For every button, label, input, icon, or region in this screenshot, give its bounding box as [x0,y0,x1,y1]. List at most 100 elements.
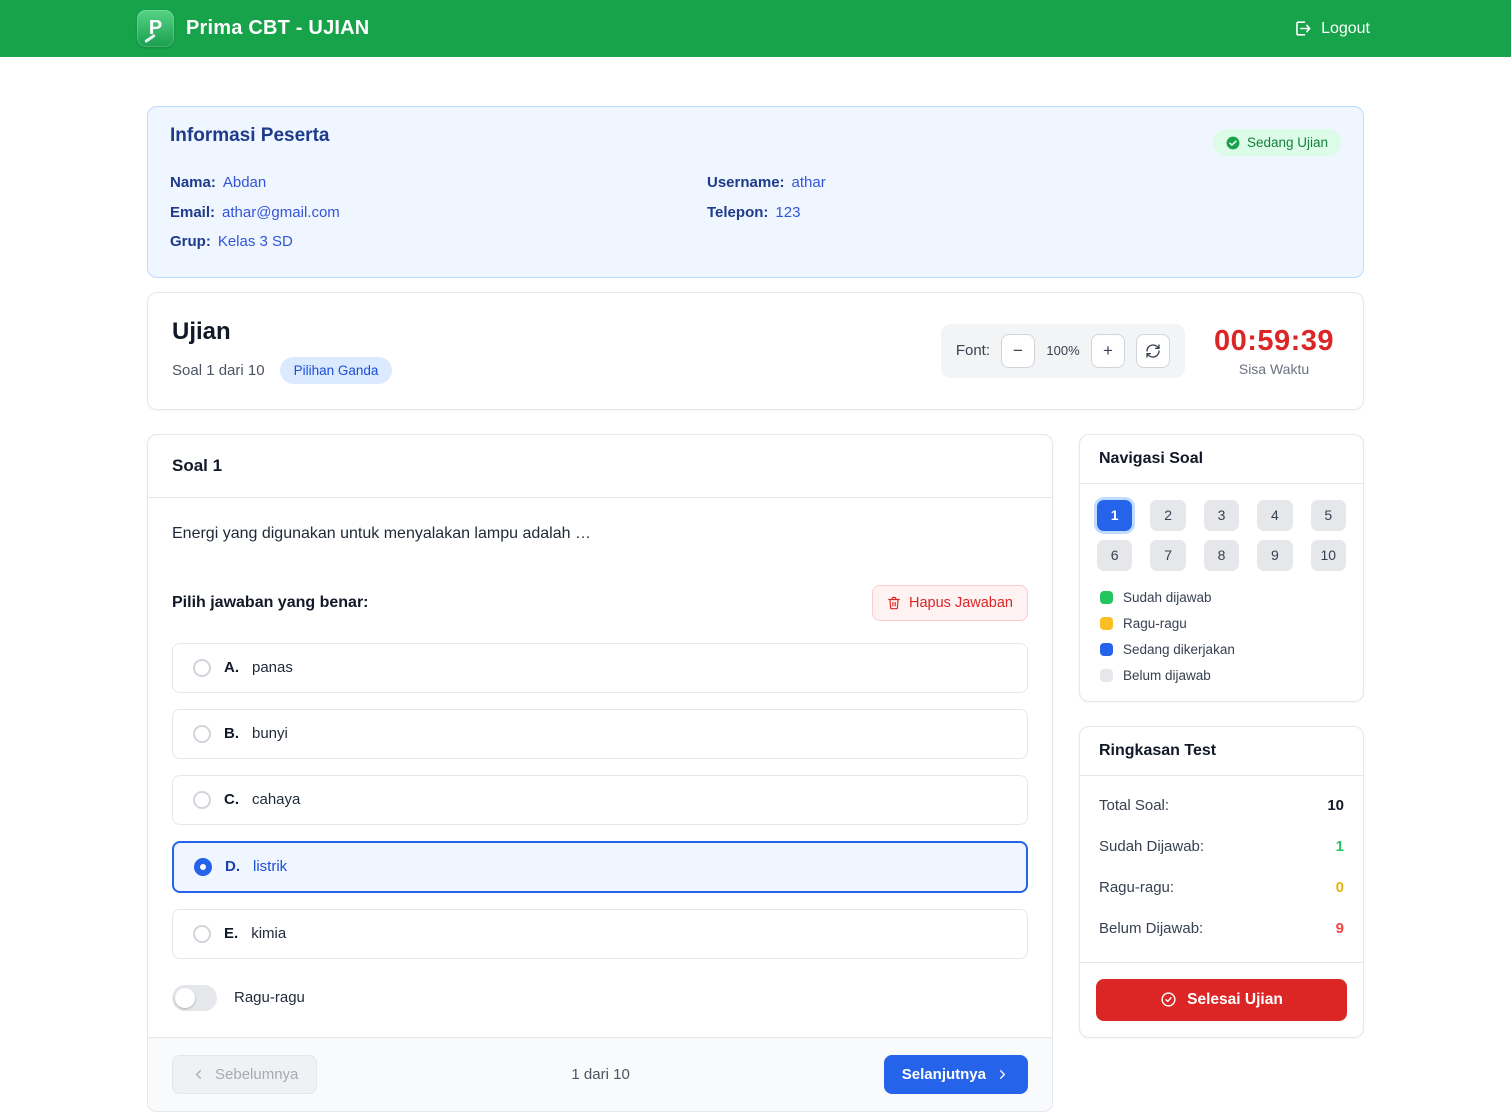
radio-icon[interactable] [193,924,211,943]
legend-swatch-blue [1100,642,1113,656]
question-nav-8[interactable]: 8 [1203,539,1240,571]
font-reset-button[interactable] [1136,333,1170,368]
option-text: bunyi [252,725,288,742]
info-field-label: Username: [707,174,785,191]
option-text: kimia [251,925,287,942]
question-nav-10[interactable]: 10 [1310,539,1346,571]
participant-info-title: Informasi Peserta [170,125,330,146]
app-title: Prima CBT - UJIAN [186,17,370,39]
timer-block: 00:59:39 Sisa Waktu [1209,325,1339,377]
info-field-label: Email: [170,203,216,221]
plus-icon: + [1103,340,1113,360]
chevron-left-icon [196,1069,201,1079]
info-field-username: Username: athar [707,174,1341,192]
option-text: cahaya [252,791,301,808]
info-field-nama: Nama: Abdan [170,174,707,192]
question-card: Soal 1 Energi yang digunakan untuk menya… [147,433,1053,1112]
summary-value: 1 [1335,837,1344,855]
option-letter: A. [224,659,239,676]
info-field-grup: Grup: Kelas 3 SD [170,233,707,251]
info-column-left: Nama: Abdan Email: athar@gmail.com Grup: Ke… [170,162,707,251]
answer-option-c[interactable]: C. cahaya [172,774,1028,825]
option-text: panas [252,659,293,676]
navigation-title: Navigasi Soal [1080,435,1363,484]
toggle-knob-icon [175,987,195,1008]
question-text: Energi yang digunakan untuk menyalakan l… [172,524,591,542]
brand: P Prima CBT - UJIAN [137,10,369,47]
info-field-value: athar@gmail.com [222,203,340,221]
check-circle-icon [1226,136,1240,149]
summary-value: 10 [1327,796,1344,814]
exam-title-block: Ujian Soal 1 dari 10 Pilihan Ganda [172,318,393,384]
doubt-toggle[interactable] [172,984,217,1011]
radio-icon-checked[interactable] [194,857,212,876]
font-increase-button[interactable]: + [1091,333,1125,368]
radio-icon[interactable] [193,658,211,677]
info-field-value: 123 [775,203,801,221]
logo-letter: P [148,17,163,39]
finish-exam-button[interactable]: Selesai Ujian [1096,978,1347,1021]
question-nav-9[interactable]: 9 [1257,539,1293,571]
answer-option-b[interactable]: B. bunyi [172,708,1028,759]
trash-icon [888,596,900,609]
check-circle-outline-icon [1161,992,1176,1007]
logout-button[interactable]: Logout [1289,13,1374,44]
summary-row-doubt: Ragu-ragu: 0 [1099,867,1344,908]
question-nav-4[interactable]: 4 [1257,499,1293,531]
info-field-label: Telepon: [707,203,769,221]
question-nav-3[interactable]: 3 [1203,499,1240,531]
info-field-value: Kelas 3 SD [217,233,293,250]
refresh-icon [1146,343,1160,358]
summary-title: Ringkasan Test [1080,727,1363,776]
font-label: Font: [955,342,990,359]
option-letter: E. [224,925,239,942]
previous-button[interactable]: Sebelumnya [172,1054,318,1094]
question-number-grid: 1 2 3 4 5 6 7 8 9 10 [1097,499,1346,571]
info-field-telepon: Telepon: 123 [707,203,1341,222]
answer-option-a[interactable]: A. panas [172,642,1028,693]
answer-option-e[interactable]: E. kimia [172,908,1028,959]
app-header: P Prima CBT - UJIAN Logout [0,0,1511,57]
exam-header-card: Ujian Soal 1 dari 10 Pilihan Ganda Font:… [147,291,1364,410]
answer-option-d-selected[interactable]: D. listrik [172,840,1028,893]
question-navigation-card: Navigasi Soal 1 2 3 4 5 6 7 8 9 10 [1079,433,1364,702]
summary-value: 9 [1335,919,1344,937]
radio-icon[interactable] [193,724,211,743]
question-title: Soal 1 [148,435,1052,498]
question-nav-5[interactable]: 5 [1310,499,1346,531]
clear-answer-label: Hapus Jawaban [909,594,1013,611]
app-logo-icon: P [137,10,174,47]
info-field-label: Nama: [170,174,216,191]
question-nav-2[interactable]: 2 [1150,499,1186,531]
font-controls: Font: − 100% + [940,323,1185,378]
chevron-right-icon [1000,1069,1005,1079]
page-content: Informasi Peserta Sedang Ujian Nama: Abda… [147,106,1364,1112]
legend-swatch-gray [1100,668,1113,682]
summary-value: 0 [1335,878,1344,896]
status-badge-label: Sedang Ujian [1246,135,1328,150]
option-letter: B. [224,725,239,742]
legend-label: Sudah dijawab [1123,589,1212,605]
option-letter: D. [225,858,240,875]
next-button[interactable]: Selanjutnya [883,1054,1028,1094]
legend-swatch-amber [1100,616,1113,630]
finish-exam-label: Selesai Ujian [1187,990,1283,1008]
remaining-time: 00:59:39 [1213,324,1335,357]
info-field-label: Grup: [170,233,211,250]
answer-instruction: Pilih jawaban yang benar: [172,593,369,611]
question-nav-6[interactable]: 6 [1097,539,1133,571]
question-nav-1[interactable]: 1 [1097,499,1133,531]
test-summary-card: Ringkasan Test Total Soal: 10 Sudah Dija… [1079,725,1364,1038]
legend-item-current: Sedang dikerjakan [1100,642,1343,657]
radio-icon[interactable] [193,790,211,809]
option-text: listrik [253,858,288,875]
summary-label: Ragu-ragu: [1099,878,1175,896]
question-nav-7[interactable]: 7 [1150,539,1186,571]
participant-info-card: Informasi Peserta Sedang Ujian Nama: Abda… [147,106,1364,278]
legend-item-unanswered: Belum dijawab [1100,668,1343,683]
font-decrease-button[interactable]: − [1001,333,1035,368]
clear-answer-button[interactable]: Hapus Jawaban [872,584,1028,621]
minus-icon: − [1013,340,1023,360]
logout-label: Logout [1321,19,1370,37]
legend-label: Sedang dikerjakan [1123,641,1235,657]
